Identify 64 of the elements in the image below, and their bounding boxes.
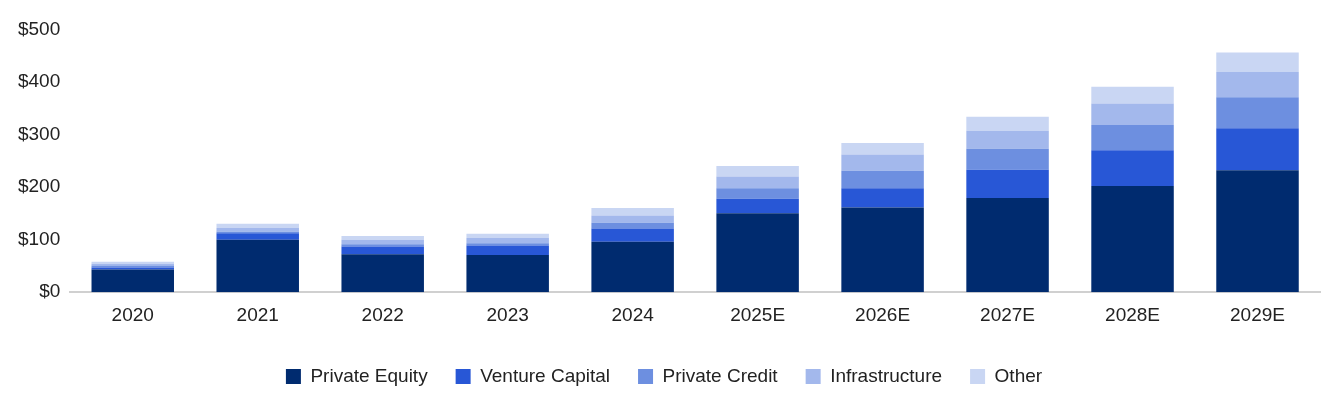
x-tick-label: 2027E xyxy=(980,303,1036,325)
x-tick-label: 2023 xyxy=(486,303,529,325)
bar xyxy=(716,198,799,214)
x-tick-label: 2024 xyxy=(611,303,655,325)
bar xyxy=(966,169,1049,199)
bar xyxy=(841,142,924,155)
x-tick-label: 2021 xyxy=(236,303,279,325)
bar xyxy=(466,254,549,293)
legend-label: Infrastructure xyxy=(830,364,943,386)
bar xyxy=(716,166,799,177)
bar xyxy=(341,235,424,240)
legend-label: Other xyxy=(994,364,1043,386)
bar xyxy=(716,188,799,199)
bar xyxy=(1091,86,1174,104)
bar xyxy=(841,154,924,171)
bar xyxy=(216,233,299,240)
y-tick-label: $300 xyxy=(17,122,61,144)
x-tick-label: 2022 xyxy=(361,303,404,325)
bar xyxy=(1216,97,1299,129)
bar xyxy=(91,269,174,293)
bar xyxy=(466,245,549,255)
bar xyxy=(716,176,799,189)
bar xyxy=(966,198,1049,293)
bar xyxy=(1216,128,1299,171)
bar xyxy=(341,254,424,293)
bar xyxy=(466,243,549,246)
x-tick-label: 2029E xyxy=(1230,303,1285,325)
bar xyxy=(591,222,674,229)
bar xyxy=(1216,52,1299,72)
x-tick-label: 2025E xyxy=(730,303,786,325)
y-tick-label: $400 xyxy=(17,70,61,92)
x-tick-label: 2026E xyxy=(855,303,911,325)
legend-label: Venture Capital xyxy=(480,364,611,386)
bar xyxy=(216,223,299,229)
bar xyxy=(1091,103,1174,126)
bar xyxy=(591,241,674,293)
bar xyxy=(841,207,924,293)
bar xyxy=(591,215,674,223)
bar xyxy=(966,148,1049,170)
bar xyxy=(1091,125,1174,151)
y-tick-label: $100 xyxy=(17,227,61,249)
bar xyxy=(1216,170,1299,293)
bar xyxy=(341,246,424,255)
bar xyxy=(966,130,1049,149)
bar xyxy=(341,244,424,247)
bar xyxy=(841,188,924,208)
bar xyxy=(1091,150,1174,187)
y-tick-label: $0 xyxy=(39,280,61,302)
bar xyxy=(716,213,799,293)
x-tick-label: 2020 xyxy=(111,303,154,325)
y-tick-label: $200 xyxy=(17,175,61,197)
bar xyxy=(966,116,1049,131)
y-tick-label: $500 xyxy=(17,17,61,39)
bar xyxy=(466,233,549,239)
bar xyxy=(841,170,924,189)
bar xyxy=(466,238,549,244)
bar xyxy=(216,239,299,293)
legend-label: Private Equity xyxy=(310,364,429,386)
bar xyxy=(1091,186,1174,293)
bar xyxy=(1216,71,1299,98)
x-tick-label: 2028E xyxy=(1105,303,1161,325)
legend-label: Private Credit xyxy=(662,364,779,386)
bar xyxy=(591,228,674,242)
bar xyxy=(591,208,674,216)
